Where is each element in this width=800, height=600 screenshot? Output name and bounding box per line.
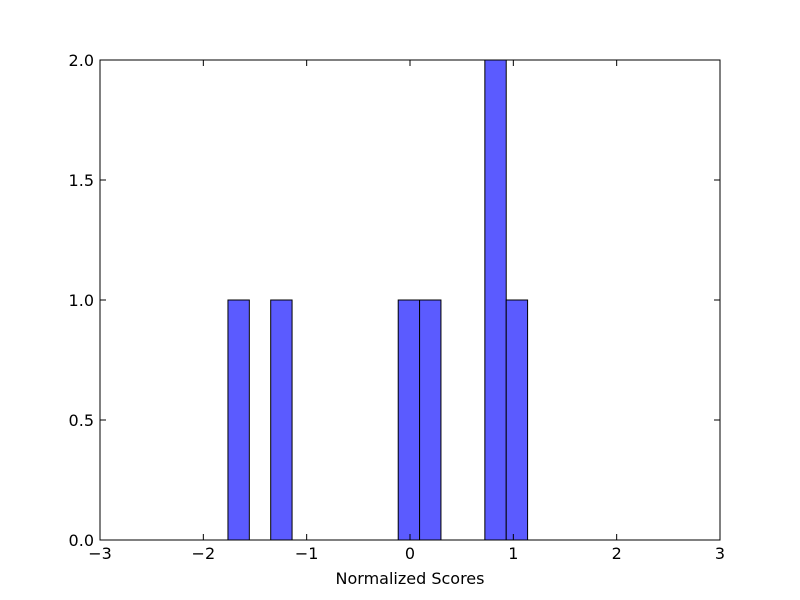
histogram-bar-1: [270, 299, 293, 541]
x-tick-label-4: 1: [508, 544, 518, 563]
y-tick-label-1: 0.5: [69, 411, 94, 430]
axes-frame: [99, 59, 721, 541]
histogram-bar-3: [419, 299, 442, 541]
x-tick-label-0: −3: [88, 544, 112, 563]
x-tick-label-5: 2: [612, 544, 622, 563]
y-tick-label-0: 0.0: [69, 531, 94, 550]
histogram-bar-4: [484, 59, 507, 541]
y-tick-label-4: 2.0: [69, 51, 94, 70]
x-tick-label-1: −2: [192, 544, 216, 563]
x-tick-label-3: 0: [405, 544, 415, 563]
histogram-bar-5: [505, 299, 529, 541]
plot-area: [99, 59, 721, 541]
x-tick-label-6: 3: [715, 544, 725, 563]
x-axis-label: Normalized Scores: [336, 569, 485, 588]
y-tick-label-2: 1.0: [69, 291, 94, 310]
histogram-bar-2: [397, 299, 421, 541]
x-tick-label-2: −1: [295, 544, 319, 563]
histogram-bar-0: [227, 299, 250, 541]
x-tick-labels: −3 −2 −1 0 1 2 3: [88, 544, 725, 563]
y-tick-labels: 0.0 0.5 1.0 1.5 2.0: [69, 51, 94, 550]
bars-group: [227, 59, 529, 541]
y-tick-label-3: 1.5: [69, 171, 94, 190]
